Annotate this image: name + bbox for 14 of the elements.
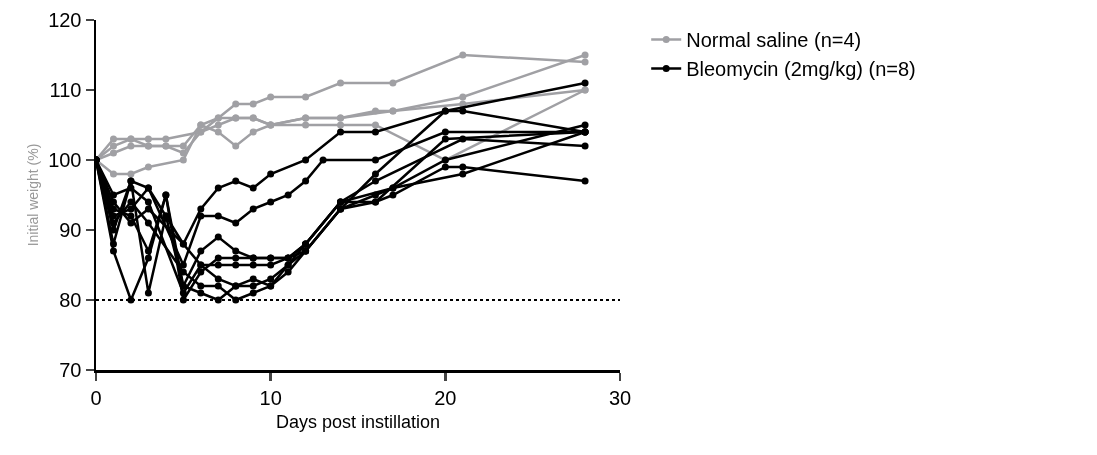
y-tick-label: 90 [59,219,82,241]
y-tick-label: 70 [59,359,82,381]
x-tick-label: 0 [90,386,102,409]
y-tick-label: 80 [59,289,82,311]
x-tick-label: 10 [259,386,282,409]
legend-label: Normal saline (n=4) [686,29,862,52]
y-axis-title: Initial weight (%) [25,143,42,247]
legend-label: Bleomycin (2mg/kg) (n=8) [686,58,916,81]
x-tick-label: 20 [434,386,457,409]
x-axis-title: Days post instillation [275,411,441,432]
y-tick-label: 100 [48,149,82,171]
y-tick-label: 110 [49,79,82,101]
y-tick-label: 120 [48,9,82,31]
x-tick-label: 30 [608,386,632,409]
